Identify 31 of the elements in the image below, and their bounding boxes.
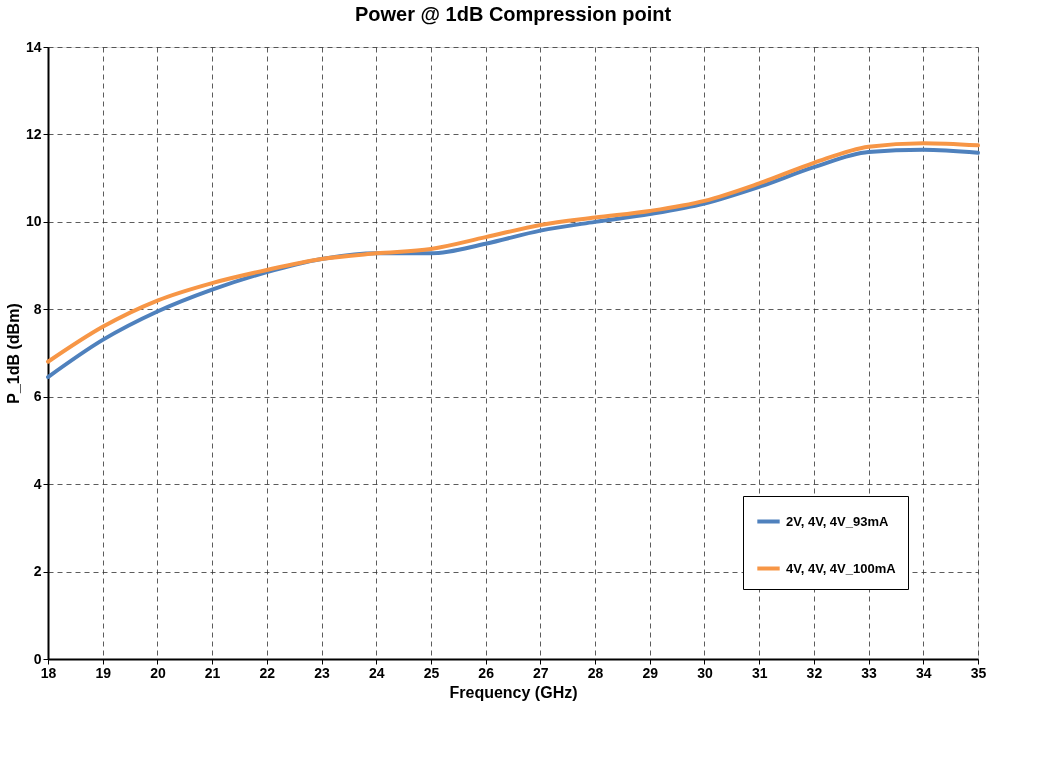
x-tick-label: 20 xyxy=(150,664,166,681)
x-tick-label: 32 xyxy=(806,664,823,681)
y-tick-label: 4 xyxy=(33,475,42,492)
x-tick-label: 27 xyxy=(533,664,549,681)
x-tick-label: 24 xyxy=(368,664,385,681)
x-tick-label: 21 xyxy=(204,664,221,681)
y-tick-label: 0 xyxy=(33,650,42,667)
chart-title: Power @ 1dB Compression point xyxy=(354,3,672,25)
y-tick-label: 12 xyxy=(25,125,42,142)
x-tick-label: 34 xyxy=(916,664,932,681)
x-tick-label: 30 xyxy=(697,664,713,681)
y-tick-label: 6 xyxy=(33,388,42,405)
x-tick-label: 25 xyxy=(423,664,440,681)
x-tick-label: 31 xyxy=(751,664,768,681)
x-tick-label: 19 xyxy=(95,664,112,681)
x-tick-label: 18 xyxy=(40,664,57,681)
x-tick-label: 23 xyxy=(314,664,331,681)
x-tick-label: 29 xyxy=(642,664,659,681)
x-tick-label: 35 xyxy=(970,664,987,681)
y-axis-title: P_1dB (dBm) xyxy=(4,303,22,404)
legend-label: 4V, 4V, 4V_100mA xyxy=(786,560,897,576)
y-tick-label: 10 xyxy=(25,213,42,230)
x-tick-label: 22 xyxy=(259,664,276,681)
y-tick-label: 14 xyxy=(25,38,42,55)
legend-label: 2V, 4V, 4V_93mA xyxy=(786,513,890,529)
x-axis-title: Frequency (GHz) xyxy=(449,683,578,701)
x-tick-label: 26 xyxy=(478,664,495,681)
x-tick-label: 28 xyxy=(587,664,604,681)
x-tick-label: 33 xyxy=(861,664,878,681)
y-tick-label: 8 xyxy=(33,300,42,317)
y-tick-label: 2 xyxy=(33,563,42,580)
